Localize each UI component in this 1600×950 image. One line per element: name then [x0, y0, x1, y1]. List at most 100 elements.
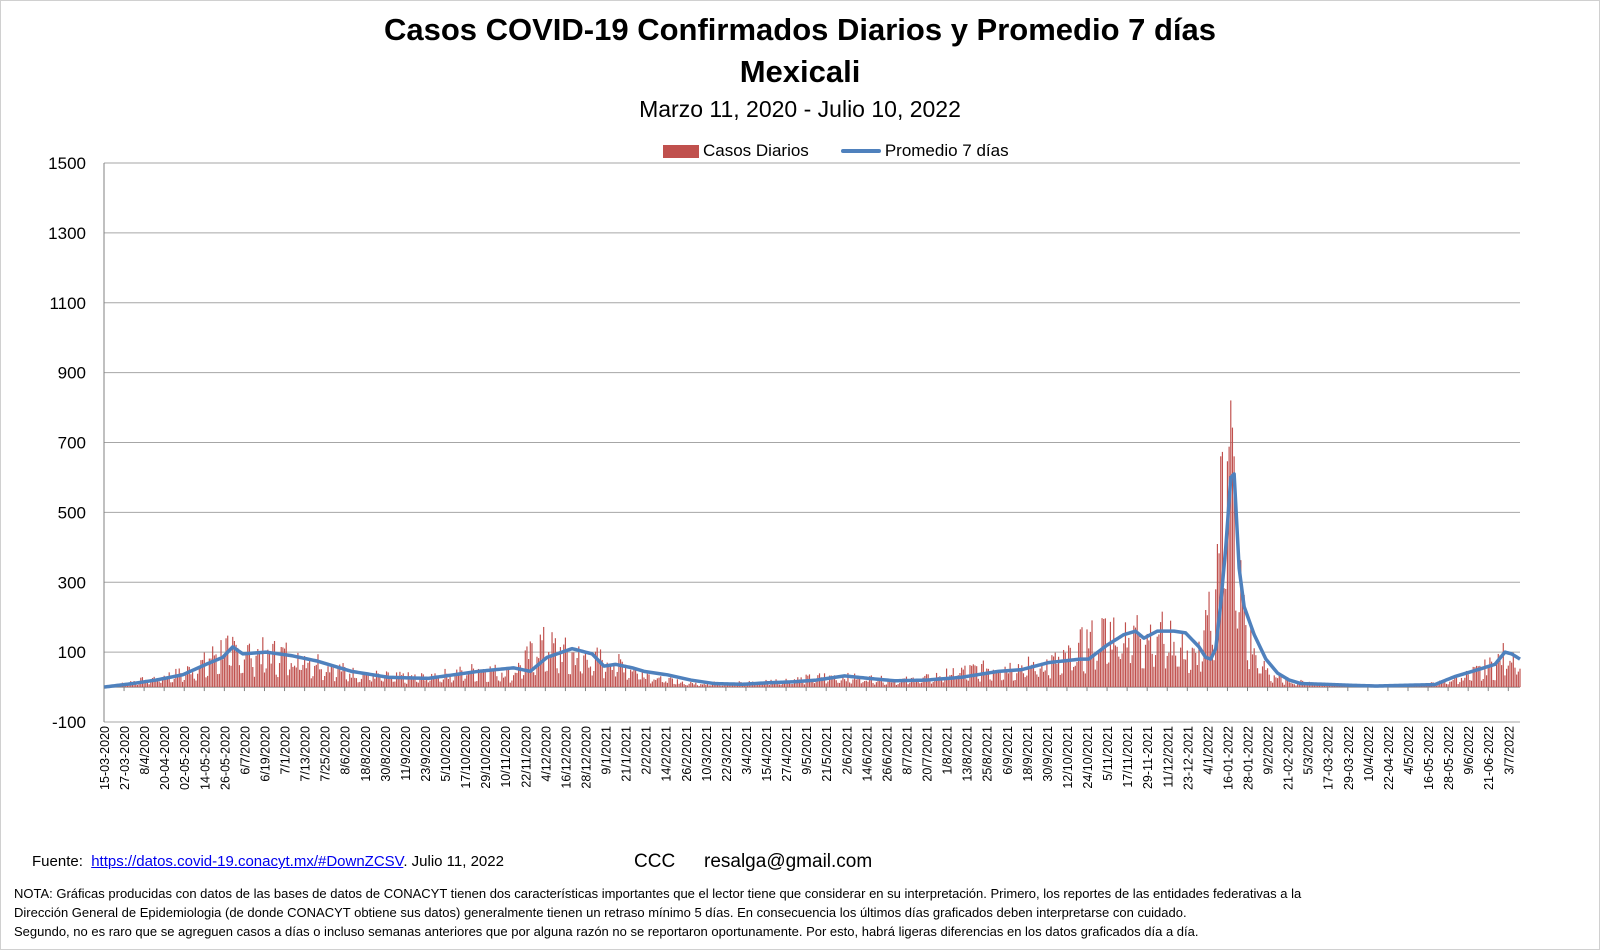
daily-case-bar	[884, 684, 886, 688]
y-tick-label: 900	[58, 364, 86, 383]
daily-case-bar	[1472, 666, 1474, 688]
x-tick-label: 26/2/2021	[680, 726, 694, 782]
daily-case-bar	[484, 671, 486, 688]
daily-case-bar	[825, 683, 827, 688]
daily-case-bar	[399, 671, 401, 688]
daily-case-bar	[837, 682, 839, 688]
x-tick-label: 9/1/2021	[600, 726, 614, 775]
daily-case-bar	[1175, 655, 1177, 688]
daily-case-bar	[372, 675, 374, 688]
daily-case-bar	[870, 675, 872, 688]
daily-case-bar	[270, 663, 272, 688]
daily-case-bar	[1042, 671, 1045, 688]
daily-case-bar	[686, 685, 689, 688]
x-tick-label: 11/12/2021	[1161, 726, 1175, 788]
daily-case-bar	[1251, 654, 1254, 688]
daily-case-bar	[394, 681, 396, 688]
daily-case-bar	[305, 668, 307, 688]
chart-title: Casos COVID-19 Confirmados Diarios y Pro…	[383, 12, 1217, 47]
daily-case-bar	[499, 681, 501, 688]
daily-case-bar	[1245, 625, 1247, 688]
daily-case-bar	[1235, 610, 1237, 688]
daily-case-bar	[477, 668, 480, 688]
daily-case-bar	[1285, 677, 1287, 688]
source-link[interactable]: https://datos.covid-19.conacyt.mx/#DownZ…	[91, 853, 404, 870]
daily-case-bar	[690, 681, 692, 688]
daily-case-bar	[1330, 685, 1332, 688]
daily-case-bar	[1273, 675, 1275, 688]
daily-case-bar	[1223, 588, 1225, 688]
daily-case-bar	[309, 658, 311, 688]
daily-case-bar	[685, 684, 687, 688]
daily-case-bar	[482, 669, 485, 688]
daily-case-bar	[412, 677, 414, 688]
daily-case-bar	[506, 668, 508, 688]
daily-case-bar	[431, 673, 433, 688]
daily-case-bar	[619, 659, 622, 688]
daily-case-bar	[1149, 624, 1152, 688]
daily-case-bar	[581, 673, 583, 688]
daily-case-bar	[404, 682, 406, 688]
daily-case-bar	[148, 684, 150, 688]
daily-case-bar	[591, 675, 593, 688]
daily-case-bar	[253, 676, 256, 688]
daily-case-bar	[245, 654, 247, 688]
daily-case-bar	[163, 675, 165, 688]
daily-case-bar	[395, 672, 398, 688]
daily-case-bar	[1271, 682, 1274, 688]
daily-case-bar	[852, 679, 854, 688]
daily-case-bar	[278, 663, 281, 688]
daily-case-bar	[696, 685, 699, 688]
daily-case-bar	[890, 682, 892, 688]
ccc-label: CCC	[634, 851, 676, 872]
daily-case-bar	[787, 681, 789, 688]
daily-case-bar	[324, 675, 326, 688]
daily-case-bar	[850, 683, 852, 688]
daily-case-bar	[1241, 601, 1244, 688]
daily-case-bar	[919, 683, 921, 688]
daily-case-bar	[651, 681, 653, 688]
daily-case-bar	[569, 674, 572, 688]
daily-case-bar	[476, 681, 478, 688]
daily-case-bar	[653, 679, 655, 688]
daily-case-bar	[1178, 666, 1180, 688]
daily-case-bar	[402, 673, 404, 688]
daily-case-bar	[429, 680, 431, 688]
daily-case-bar	[1022, 673, 1025, 688]
daily-case-bar	[802, 682, 804, 688]
daily-case-bar	[1164, 668, 1167, 688]
daily-case-bar	[1124, 622, 1127, 688]
daily-case-bar	[1248, 669, 1250, 688]
x-tick-label: 28/12/2020	[579, 726, 593, 789]
daily-case-bar	[1484, 659, 1486, 688]
daily-case-bar	[181, 681, 184, 688]
daily-case-bar	[397, 675, 399, 688]
daily-case-bar	[243, 659, 246, 688]
daily-case-bar	[203, 652, 205, 688]
x-tick-label: 23-12-2021	[1181, 726, 1195, 790]
daily-case-bar	[768, 685, 770, 688]
daily-case-bar	[1009, 662, 1011, 688]
daily-case-bar	[299, 669, 301, 688]
daily-case-bar	[820, 677, 822, 688]
daily-case-bar	[1512, 652, 1514, 688]
daily-case-bar	[1058, 656, 1060, 688]
x-tick-label: 10/4/2022	[1362, 726, 1376, 782]
daily-case-bar	[1449, 681, 1451, 688]
daily-case-bar	[772, 682, 774, 688]
x-tick-label: 8/6/2020	[339, 726, 353, 775]
daily-case-bar	[951, 674, 953, 688]
daily-case-bar	[551, 632, 553, 688]
daily-case-bar	[573, 652, 575, 688]
daily-case-bar	[897, 684, 899, 688]
daily-case-bar	[344, 666, 346, 688]
daily-case-bar	[1163, 643, 1165, 688]
daily-case-bar	[176, 676, 179, 688]
note-line-2: Dirección General de Epidemiologia (de d…	[14, 905, 1187, 920]
daily-case-bar	[940, 677, 943, 688]
daily-case-bar	[424, 680, 426, 688]
daily-case-bar	[1454, 676, 1456, 688]
x-tick-label: 10/3/2021	[700, 726, 714, 782]
daily-case-bar	[1004, 666, 1006, 688]
daily-case-bar	[330, 665, 332, 688]
